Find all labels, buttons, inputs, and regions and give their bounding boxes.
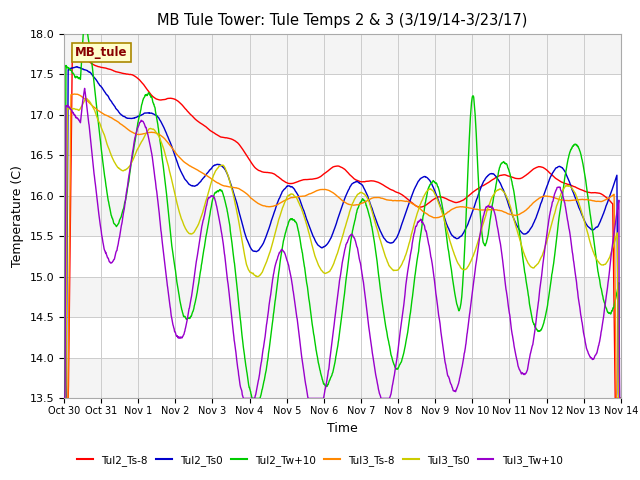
- Bar: [64, 196, 621, 236]
- Bar: [64, 74, 621, 115]
- Bar: [64, 115, 621, 155]
- Bar: [64, 317, 621, 358]
- Bar: [64, 277, 621, 317]
- Bar: [64, 155, 621, 196]
- Bar: [64, 236, 621, 277]
- Y-axis label: Temperature (C): Temperature (C): [11, 165, 24, 267]
- Legend: Tul2_Ts-8, Tul2_Ts0, Tul2_Tw+10, Tul3_Ts-8, Tul3_Ts0, Tul3_Tw+10: Tul2_Ts-8, Tul2_Ts0, Tul2_Tw+10, Tul3_Ts…: [73, 451, 567, 470]
- Title: MB Tule Tower: Tule Temps 2 & 3 (3/19/14-3/23/17): MB Tule Tower: Tule Temps 2 & 3 (3/19/14…: [157, 13, 527, 28]
- Text: MB_tule: MB_tule: [75, 47, 127, 60]
- Bar: [64, 34, 621, 74]
- Bar: [64, 358, 621, 398]
- X-axis label: Time: Time: [327, 421, 358, 434]
